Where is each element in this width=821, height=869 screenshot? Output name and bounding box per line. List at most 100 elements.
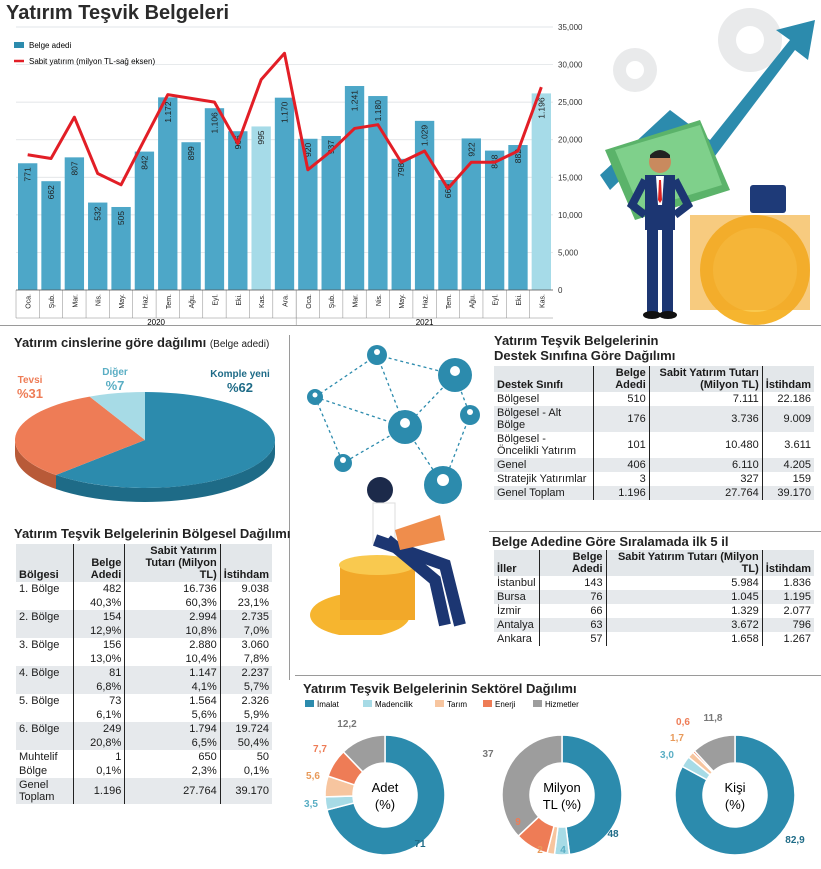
bar	[41, 181, 61, 290]
table-cell: 2.735	[219, 610, 272, 624]
table-row: Genel 406 6.110 4.205	[494, 458, 814, 472]
x-tick-label: Şub.	[329, 294, 336, 308]
pie-slice	[89, 392, 145, 440]
y-tick-label: 35,000	[558, 23, 583, 32]
bar-value-label: 995	[256, 130, 266, 144]
donut-center-label: Adet	[372, 780, 399, 795]
table-cell: 23,1%	[219, 596, 272, 610]
bar	[181, 142, 201, 290]
table-cell: 1.329	[605, 604, 763, 618]
x-tick-label: Tem.	[166, 294, 173, 309]
table-header-row: Bölgesi Belge Adedi Sabit Yatırım Tutarı (…	[16, 544, 272, 582]
bolgesel-title: Yatırım Teşvik Belgelerinin Bölgesel Dağ…	[14, 526, 291, 541]
table-cell: 1.658	[605, 632, 763, 646]
x-tick-label: Şub.	[49, 294, 56, 308]
table-row: 4. Bölge 81 1.147 2.237	[16, 666, 272, 680]
pie-value: %62	[227, 380, 253, 395]
coins-icon	[690, 215, 810, 325]
table-cell: 50,4%	[219, 736, 272, 750]
table-cell: Bölgesel - Alt Bölge	[494, 406, 594, 432]
woman-laptop-figure	[310, 477, 466, 635]
y-tick-label: 15,000	[558, 173, 583, 182]
bar	[134, 151, 155, 290]
divider	[0, 325, 821, 326]
pie-slice-side	[15, 440, 57, 489]
sektorel-title: Yatırım Teşvik Belgelerinin Sektörel Dağ…	[303, 681, 577, 696]
bar	[508, 145, 528, 290]
table-cell: 7.111	[648, 392, 763, 406]
y-tick-label: 10,000	[558, 211, 583, 220]
table-cell: 9.038	[219, 582, 272, 596]
table-cell: 81	[73, 666, 125, 680]
bar	[274, 97, 295, 291]
table-cell	[16, 652, 74, 666]
table-header: Belge Adedi	[538, 550, 607, 576]
table-cell: 19.724	[219, 722, 272, 736]
table-cell: 482	[73, 582, 125, 596]
donut-value-label: 5,6	[306, 771, 320, 782]
table-cell: 60,3%	[124, 596, 221, 610]
briefcase-icon	[750, 185, 786, 213]
table-header: Belge Adedi	[73, 544, 125, 582]
x-tick-label: Eyl.	[212, 294, 219, 306]
bar-value-label: 842	[139, 155, 149, 169]
x-tick-label: Eyl.	[493, 294, 500, 306]
bar	[64, 157, 85, 290]
table-cell: 1.045	[605, 590, 763, 604]
table-row: Bursa 76 1.045 1.195	[494, 590, 814, 604]
legend-label: Belge adedi	[29, 41, 71, 50]
donut-value-label: 12,2	[337, 719, 357, 730]
donut-slice	[501, 734, 563, 838]
table-cell: 39.170	[219, 778, 272, 804]
table-cell: 50	[219, 750, 272, 764]
table-cell: Bursa	[494, 590, 540, 604]
bar-value-label: 669	[443, 184, 453, 198]
table-cell: 2. Bölge	[16, 610, 74, 624]
table-cell: Antalya	[494, 618, 540, 632]
year-label: 2020	[147, 318, 165, 327]
legend-label: İmalat	[317, 700, 340, 709]
pie-label: Komple yeni	[210, 369, 270, 380]
table-cell: 3.060	[219, 638, 272, 652]
iller-table: İller Belge Adedi Sabit Yatırım Tutarı (Mi…	[494, 550, 814, 646]
table-row: 6,8% 4,1% 5,7%	[16, 680, 272, 694]
donut-value-label: 9	[515, 817, 521, 828]
legend-swatch	[363, 700, 372, 707]
sector-donuts: İmalat Madencilik Tarım Enerji Hizmetler Adet…	[304, 700, 805, 856]
table-cell: İstanbul	[497, 577, 536, 589]
table-cell: 6,1%	[73, 708, 125, 722]
table-cell: 2,3%	[124, 764, 221, 778]
table-cell: 76	[538, 590, 607, 604]
bar	[368, 96, 388, 290]
bar-value-label: 662	[46, 185, 56, 199]
table-cell: 57	[538, 632, 607, 646]
donut-value-label: 4	[560, 845, 566, 856]
donut-slice	[325, 734, 446, 856]
table-row: 40,3% 60,3% 23,1%	[16, 596, 272, 610]
table-header: İstihdam	[761, 366, 814, 392]
table-cell: 2.880	[124, 638, 221, 652]
bar	[111, 206, 131, 290]
bar-value-label: 505	[116, 211, 126, 225]
y-tick-label: 25,000	[558, 98, 583, 107]
bar	[461, 138, 481, 290]
donut-slice	[674, 734, 796, 856]
donut-value-label: 37	[482, 749, 494, 760]
table-cell: 9.009	[761, 406, 814, 432]
table-cell: 327	[648, 472, 763, 486]
legend-swatch	[483, 700, 492, 707]
table-cell: 10,8%	[124, 624, 221, 638]
table-cell: 0,1%	[219, 764, 272, 778]
table-cell: 3.736	[648, 406, 763, 432]
table-cell: 73	[73, 694, 125, 708]
table-header: Sabit Yatırım Tutarı (Milyon TL)	[124, 544, 221, 582]
table-cell	[16, 736, 74, 750]
bar	[18, 163, 38, 290]
table-cell: Genel Toplam	[16, 778, 74, 804]
table-cell: 4.205	[761, 458, 814, 472]
pie-value: %7	[106, 378, 125, 393]
bar-value-label: 798	[396, 163, 406, 177]
table-cell: 5. Bölge	[19, 695, 60, 707]
pie-slice	[56, 392, 275, 488]
table-cell: 249	[73, 722, 125, 736]
